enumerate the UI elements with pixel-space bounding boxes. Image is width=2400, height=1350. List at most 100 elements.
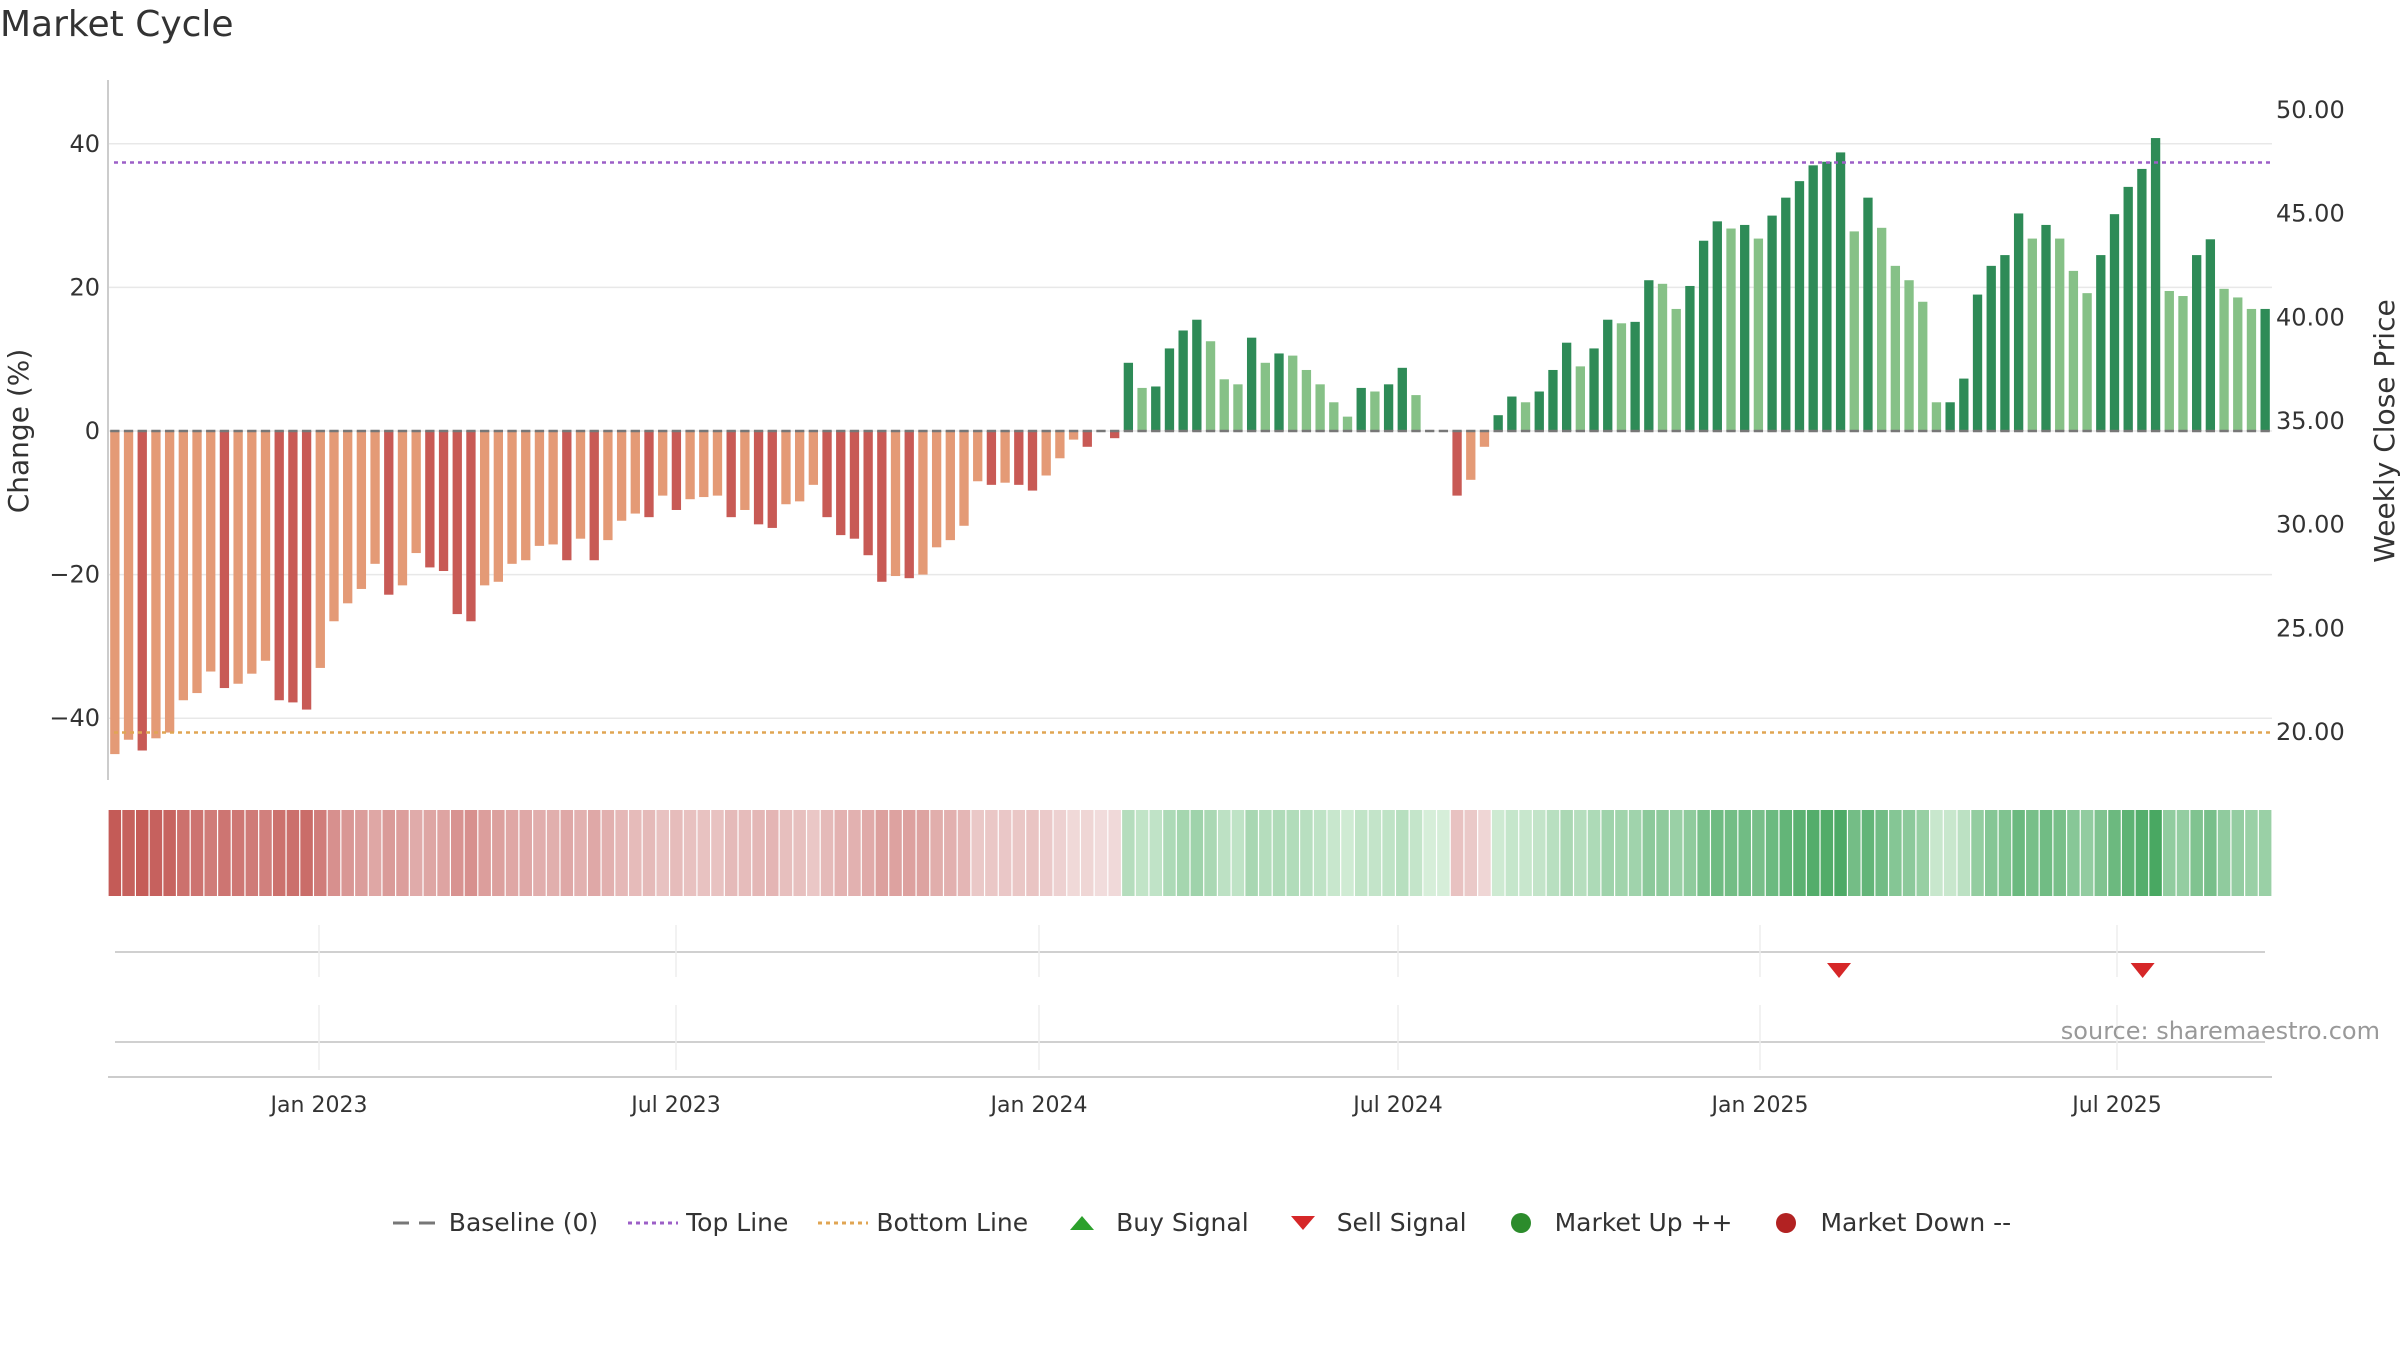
change-bar <box>2150 138 2161 431</box>
legend-label: Sell Signal <box>1336 1208 1467 1237</box>
change-bar <box>616 431 627 521</box>
cycle-strip-cell <box>1149 810 1163 896</box>
source-label: source: sharemaestro.com <box>2061 1017 2380 1045</box>
change-bar <box>836 431 846 536</box>
change-bar <box>589 431 599 561</box>
change-bar <box>466 431 476 622</box>
cycle-strip-cell <box>409 810 423 896</box>
legend-item-sell[interactable]: Sell Signal <box>1277 1208 1467 1237</box>
cycle-strip-cell <box>478 810 491 896</box>
change-bar <box>1644 280 1654 431</box>
cycle-strip-cell <box>300 810 313 896</box>
cycle-strip-cell <box>1820 810 1834 896</box>
change-bar <box>1479 431 1490 447</box>
change-bar <box>1698 240 1709 431</box>
change-bar <box>1288 355 1298 431</box>
change-bar <box>1972 294 1983 431</box>
legend-symbol-circle-green-icon <box>1495 1212 1547 1233</box>
cycle-strip-cell <box>766 810 779 896</box>
cycle-strip-cell <box>1409 810 1423 896</box>
cycle-strip-cell <box>1984 810 1998 896</box>
change-bar <box>644 431 654 518</box>
change-bar <box>1575 366 1585 431</box>
change-bar <box>1192 319 1202 431</box>
cycle-strip-cell <box>2135 810 2149 896</box>
cycle-strip-cell <box>1505 810 1519 896</box>
change-bar <box>1753 238 1764 431</box>
change-bar <box>1219 379 1229 431</box>
cycle-strip-cell <box>1615 810 1628 896</box>
change-bar <box>137 431 147 751</box>
cycle-strip-cell <box>587 810 601 896</box>
cycle-strip-cell <box>1081 810 1094 896</box>
axis-labels: 40 20 0 −20 −40 50.00 45.00 40.00 35.00 30.00 25.0… <box>2 96 2400 1118</box>
change-bar <box>1178 330 1188 431</box>
change-bar <box>1014 431 1024 485</box>
change-bar <box>1740 224 1750 431</box>
cycle-strip-cell <box>1122 810 1135 896</box>
change-bar <box>1630 321 1640 431</box>
change-bar <box>2041 224 2051 431</box>
cycle-strip-cell <box>1217 810 1231 896</box>
change-bar <box>1205 341 1216 431</box>
cycle-strip-cell <box>1135 810 1149 896</box>
cycle-strip-cell <box>1396 810 1409 896</box>
cycle-strip-cell <box>724 810 738 896</box>
change-bar <box>699 431 709 498</box>
left-tick-label: 40 <box>69 130 100 158</box>
change-bar <box>1383 384 1394 431</box>
cycle-strip-cell <box>2012 810 2025 896</box>
cycle-strip-cell <box>1272 810 1286 896</box>
legend-item-baseline[interactable]: Baseline (0) <box>389 1208 598 1237</box>
cycle-strip-cell <box>2039 810 2053 896</box>
cycle-strip-cell <box>1656 810 1669 896</box>
cycle-strip-cell <box>2217 810 2231 896</box>
cycle-strip-cell <box>341 810 354 896</box>
reference-lines <box>114 161 2272 734</box>
cycle-strip-cell <box>889 810 902 896</box>
cycle-strip-cell <box>1916 810 1929 896</box>
change-bar <box>1233 384 1243 431</box>
cycle-strip-cell <box>1053 810 1067 896</box>
cycle-strip-cell <box>1669 810 1683 896</box>
change-bar <box>1356 387 1366 431</box>
change-bar <box>1000 431 1010 483</box>
cycle-strip-cell <box>1587 810 1601 896</box>
cycle-strip-cell <box>1382 810 1395 896</box>
legend-symbol-triangle-down-icon <box>1277 1213 1329 1233</box>
legend-item-bottom[interactable]: Bottom Line <box>816 1208 1028 1237</box>
change-bar <box>1945 402 1955 431</box>
legend-item-buy[interactable]: Buy Signal <box>1056 1208 1249 1237</box>
change-bar <box>2219 288 2229 431</box>
cycle-strip-cell <box>2053 810 2066 896</box>
change-bar <box>795 431 805 502</box>
change-bar <box>671 431 682 510</box>
cycle-strip-cell <box>437 810 450 896</box>
change-bar <box>247 431 257 674</box>
cycle-strip-cell <box>848 810 861 896</box>
cycle-strip-cell <box>190 810 204 896</box>
cycle-strip-cell <box>218 810 231 896</box>
change-bar <box>2109 214 2120 431</box>
sell-signal-marker <box>1827 963 1852 978</box>
change-bar <box>630 431 640 514</box>
change-bar <box>2123 186 2133 431</box>
legend-item-top[interactable]: Top Line <box>626 1208 788 1237</box>
cycle-strip-cell <box>1491 810 1505 896</box>
legend-symbol-dot-line-orange-icon <box>816 1213 869 1233</box>
right-tick-label: 45.00 <box>2276 200 2345 228</box>
change-bar <box>1082 431 1092 447</box>
change-bar <box>740 431 750 510</box>
change-bar <box>2082 293 2092 431</box>
legend-item-down[interactable]: Market Down -- <box>1760 1208 2011 1237</box>
cycle-strip-cell <box>1039 810 1053 896</box>
change-bar <box>1986 265 1996 431</box>
change-bar <box>2246 308 2257 431</box>
legend-item-up[interactable]: Market Up ++ <box>1495 1208 1732 1237</box>
cycle-strip-cell <box>396 810 409 896</box>
change-bar <box>315 431 325 668</box>
cycle-strip-cell <box>930 810 943 896</box>
cycle-strip-cell <box>1834 810 1847 896</box>
change-bar <box>808 431 819 485</box>
